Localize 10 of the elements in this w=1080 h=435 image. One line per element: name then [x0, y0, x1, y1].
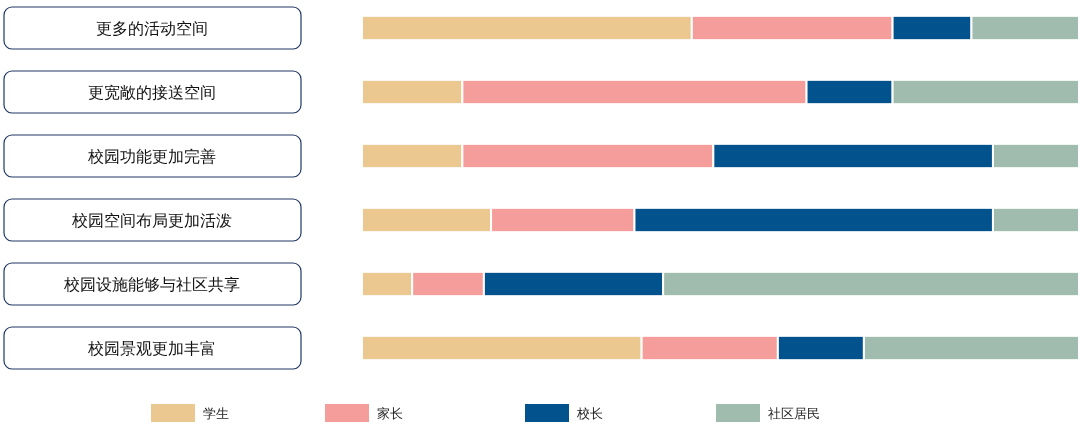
legend-label: 学生	[203, 405, 229, 421]
legend-label: 社区居民	[768, 405, 820, 421]
legend-label: 校长	[576, 405, 603, 421]
y-tick-label: 更多的活动空间	[96, 18, 208, 38]
y-tick-label: 校园空间布局更加活泼	[71, 210, 232, 230]
y-tick-label: 校园功能更加完善	[87, 146, 216, 166]
legend-label: 家长	[377, 405, 403, 421]
y-tick-label: 更宽敞的接送空间	[88, 82, 216, 102]
y-tick-label: 校园设施能够与社区共享	[63, 274, 240, 294]
y-tick-label: 校园景观更加丰富	[87, 338, 216, 358]
